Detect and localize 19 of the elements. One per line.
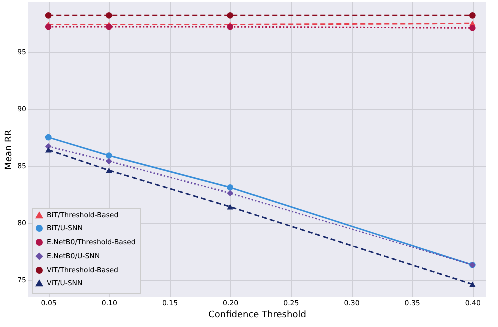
point [227, 190, 234, 197]
point [227, 12, 234, 19]
point [106, 152, 112, 159]
point [45, 24, 52, 30]
point [45, 12, 52, 19]
point [45, 147, 52, 153]
point [470, 12, 476, 19]
point [45, 134, 52, 141]
point [227, 184, 234, 191]
point [106, 12, 112, 19]
point [106, 24, 112, 30]
point [106, 158, 112, 165]
x-axis-title: Confidence Threshold [208, 310, 306, 320]
point [470, 282, 476, 288]
y-axis-title: Mean RR [4, 130, 15, 170]
point [227, 204, 234, 210]
point [470, 25, 476, 32]
point [106, 168, 112, 174]
point [227, 24, 234, 30]
